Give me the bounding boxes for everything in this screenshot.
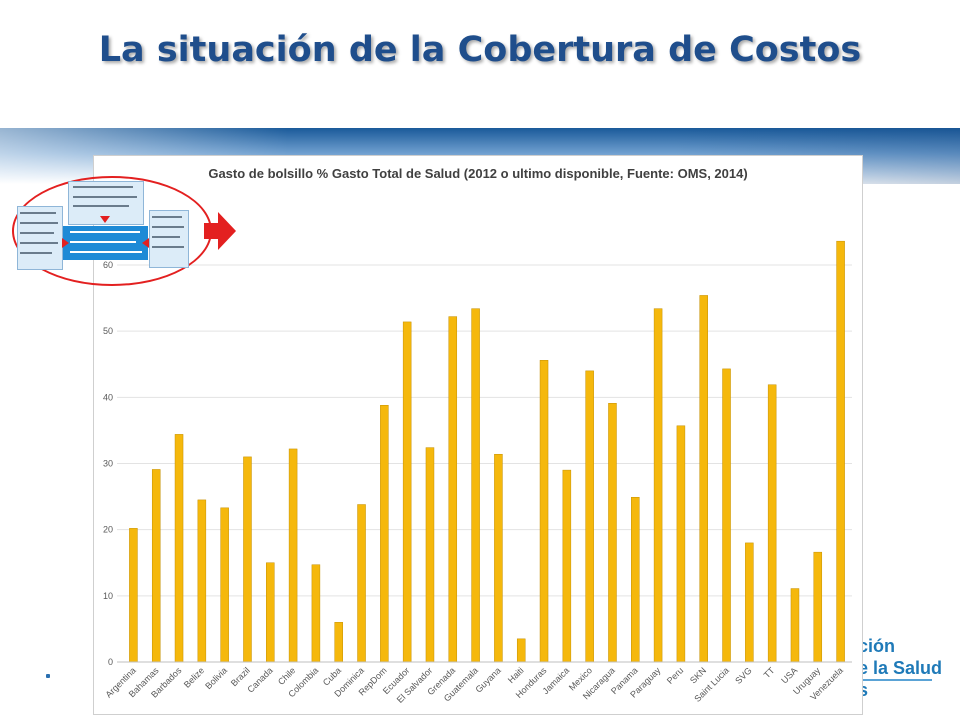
inset-doc-line (73, 196, 137, 198)
bar-skn (699, 295, 708, 663)
x-tick-label: Peru (665, 665, 686, 686)
chart-title: Gasto de bolsillo % Gasto Total de Salud… (208, 166, 748, 181)
inset-doc-line (152, 216, 182, 218)
y-tick-label: 30 (103, 459, 113, 469)
bar-brazil (243, 456, 252, 663)
bar-honduras (539, 360, 549, 663)
bar-cuba (334, 622, 343, 663)
x-tick-label: TT (762, 665, 777, 680)
bar-jamaica (562, 469, 572, 663)
inset-doc-line (20, 232, 54, 234)
bar-nicaragua (608, 403, 617, 663)
x-tick-label: Bolivia (203, 665, 229, 691)
chart-bars (129, 240, 845, 663)
inset-doc-line (152, 226, 184, 228)
y-tick-label: 10 (103, 591, 113, 601)
bar-panama (631, 496, 640, 663)
bar-bolivia (220, 507, 229, 663)
inset-doc-line (70, 231, 140, 233)
bar-svg (745, 542, 754, 663)
brand-text-line-1: ción (858, 636, 896, 656)
bar-saint-lucia (722, 368, 731, 663)
bar-chile (288, 448, 298, 663)
x-tick-label: Canada (245, 665, 274, 694)
bar-guyana (494, 453, 503, 663)
footer-mark (46, 674, 50, 678)
x-tick-label: Haiti (506, 665, 526, 685)
bar-tt (767, 384, 777, 663)
inset-doc-line (70, 251, 142, 253)
bar-dominica (357, 504, 366, 663)
bar-canada (266, 562, 275, 663)
brand-underline (852, 679, 932, 681)
inset-doc-line (20, 212, 56, 214)
x-tick-label: USA (779, 665, 799, 685)
inset-arrow-right-icon (62, 238, 69, 248)
bar-el-salvador (425, 447, 435, 663)
y-tick-label: 40 (103, 392, 113, 402)
bar-grenada (448, 316, 458, 663)
slide-title: La situación de la Cobertura de Costos (98, 30, 862, 70)
bar-peru (676, 425, 686, 663)
bar-guatemala (471, 308, 480, 663)
x-tick-label: Belize (182, 665, 206, 689)
inset-doc-line (20, 252, 52, 254)
bar-haiti (516, 638, 526, 663)
y-tick-label: 0 (108, 657, 113, 667)
inset-doc-line (70, 241, 136, 243)
bar-argentina (129, 528, 138, 663)
bar-repdom (380, 405, 389, 663)
bar-uruguay (813, 551, 823, 663)
inset-doc-line (73, 205, 129, 207)
inset-doc-line (152, 246, 184, 248)
inset-doc-line (152, 236, 180, 238)
inset-doc-line (73, 186, 133, 188)
bar-bahamas (151, 469, 161, 663)
y-tick-label: 20 (103, 525, 113, 535)
bar-paraguay (653, 308, 663, 663)
bar-barbados (174, 434, 184, 663)
red-arrow-right-icon (204, 212, 236, 250)
inset-arrow-down-icon (100, 216, 110, 223)
bar-usa (790, 588, 800, 663)
brand-text-line-2: e la Salud (858, 658, 943, 678)
brand-text-line-3: s (858, 680, 869, 700)
bar-venezuela (836, 240, 845, 663)
inset-doc-line (20, 242, 58, 244)
y-tick-label: 50 (103, 326, 113, 336)
x-tick-label: Guyana (473, 665, 502, 694)
bar-colombia (311, 564, 321, 663)
inset-doc-right (149, 210, 189, 268)
x-tick-label: SVG (733, 665, 754, 686)
bar-belize (197, 499, 207, 663)
x-tick-label: SKN (688, 665, 708, 685)
bar-ecuador (402, 321, 412, 663)
inset-doc-left (17, 206, 63, 270)
inset-arrow-left-icon (142, 238, 149, 248)
bar-mexico (585, 370, 594, 663)
inset-doc-line (20, 222, 58, 224)
